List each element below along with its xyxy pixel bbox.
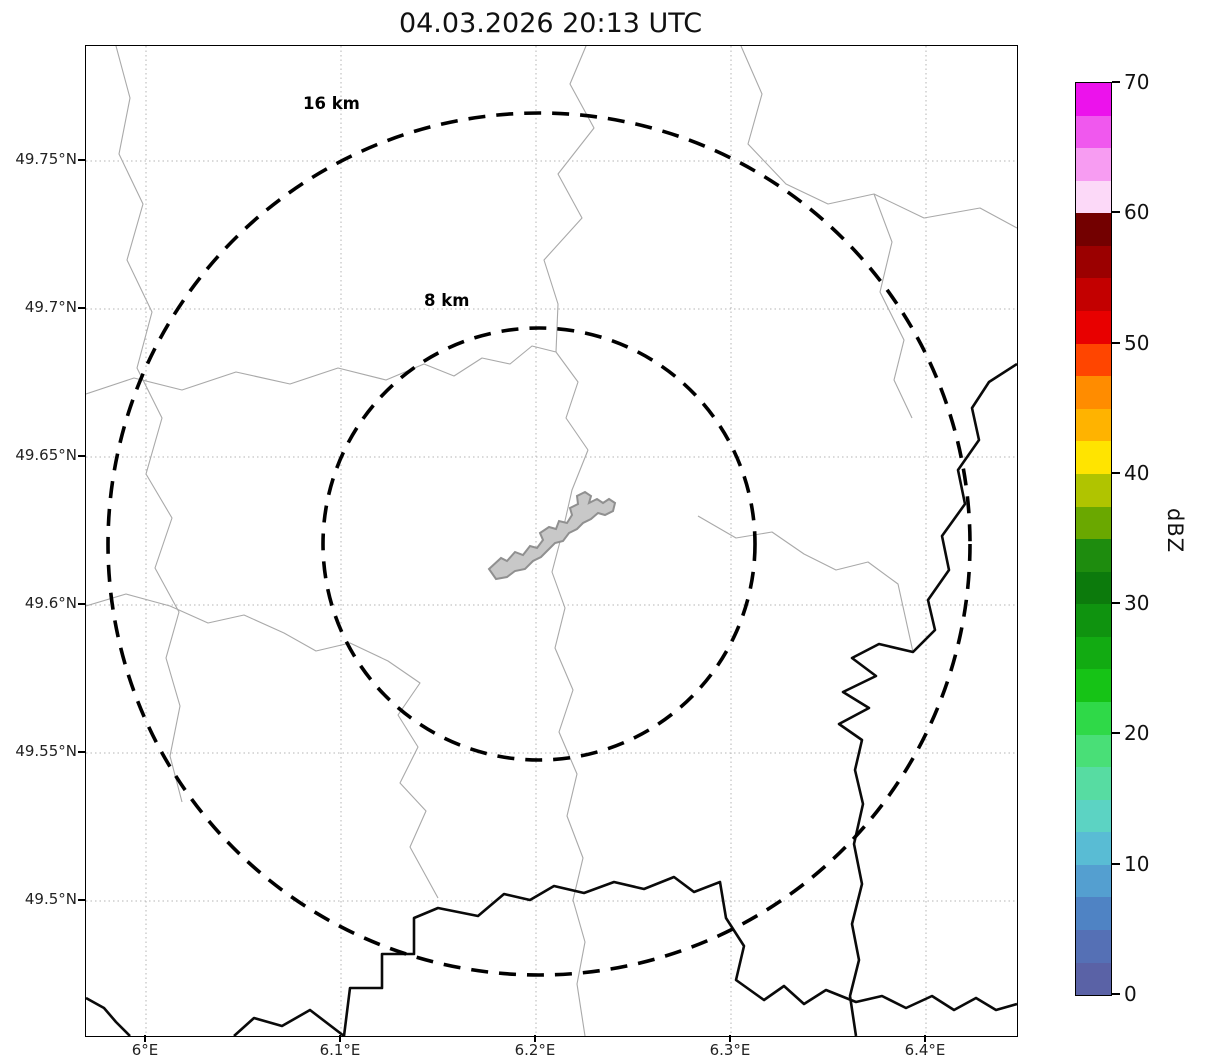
colorbar-segment <box>1076 864 1111 898</box>
lat-tick-mark <box>78 307 85 309</box>
lon-tick-mark <box>924 1035 926 1042</box>
colorbar-segment <box>1076 962 1111 996</box>
colorbar-segment <box>1076 408 1111 442</box>
colorbar-segment <box>1076 180 1111 214</box>
colorbar-axis-label: dBZ <box>1163 508 1187 554</box>
colorbar-segment <box>1076 832 1111 865</box>
lat-tick-mark <box>78 455 85 457</box>
lon-tick-label: 6.2°E <box>514 1041 556 1059</box>
lat-tick-label: 49.55°N <box>15 742 77 760</box>
colorbar-tick-label: 50 <box>1124 331 1150 355</box>
lon-tick-label: 6.1°E <box>319 1041 361 1059</box>
colorbar-tick-mark <box>1112 602 1120 604</box>
lat-tick-label: 49.6°N <box>24 594 77 612</box>
colorbar-segment <box>1076 473 1111 507</box>
map-plot <box>85 45 1018 1037</box>
minor-boundary-lines <box>86 46 1017 1036</box>
lon-tick-mark <box>339 1035 341 1042</box>
city-outline-polygon <box>487 490 617 581</box>
lat-tick-mark <box>78 751 85 753</box>
colorbar-tick-mark <box>1112 211 1120 213</box>
colorbar-tick-mark <box>1112 863 1120 865</box>
lon-tick-label: 6.3°E <box>709 1041 751 1059</box>
colorbar-segment <box>1076 245 1111 279</box>
colorbar-tick-label: 60 <box>1124 200 1150 224</box>
range-rings <box>106 111 972 977</box>
colorbar-segments <box>1076 83 1111 996</box>
colorbar-segment <box>1076 115 1111 149</box>
colorbar-segment <box>1076 83 1111 116</box>
colorbar-segment <box>1076 343 1111 377</box>
colorbar-tick-label: 40 <box>1124 461 1150 485</box>
colorbar-segment <box>1076 376 1111 409</box>
lon-tick-label: 6°E <box>131 1041 159 1059</box>
colorbar-segment <box>1076 539 1111 572</box>
colorbar-segment <box>1076 669 1111 702</box>
colorbar-segment <box>1076 441 1111 474</box>
major-border-lines <box>86 362 1017 1036</box>
lon-tick-mark <box>144 1035 146 1042</box>
colorbar-tick-mark <box>1112 81 1120 83</box>
colorbar-segment <box>1076 604 1111 637</box>
range-ring-8km <box>321 326 757 762</box>
colorbar-segment <box>1076 278 1111 312</box>
lat-tick-mark <box>78 603 85 605</box>
colorbar-segment <box>1076 311 1111 344</box>
colorbar-segment <box>1076 506 1111 540</box>
range-ring-16km <box>106 111 972 977</box>
colorbar-tick-mark <box>1112 342 1120 344</box>
colorbar-tick-label: 0 <box>1124 982 1137 1006</box>
lat-tick-mark <box>78 899 85 901</box>
colorbar-segment <box>1076 767 1111 800</box>
colorbar-tick-mark <box>1112 472 1120 474</box>
colorbar-tick-mark <box>1112 732 1120 734</box>
lon-tick-mark <box>729 1035 731 1042</box>
plot-title: 04.03.2026 20:13 UTC <box>398 8 703 39</box>
ring-label-8km: 8 km <box>424 291 470 310</box>
colorbar-segment <box>1076 734 1111 768</box>
colorbar-tick-label: 20 <box>1124 721 1150 745</box>
colorbar-segment <box>1076 799 1111 833</box>
colorbar-segment <box>1076 930 1111 963</box>
colorbar-segment <box>1076 148 1111 181</box>
colorbar-segment <box>1076 701 1111 735</box>
lat-tick-label: 49.7°N <box>24 298 77 316</box>
colorbar-tick-label: 10 <box>1124 852 1150 876</box>
ring-label-16km: 16 km <box>303 94 360 113</box>
colorbar-segment <box>1076 636 1111 670</box>
lon-tick-mark <box>534 1035 536 1042</box>
colorbar-tick-label: 70 <box>1124 70 1150 94</box>
colorbar-tick-label: 30 <box>1124 591 1150 615</box>
colorbar-segment <box>1076 897 1111 931</box>
colorbar-tick-mark <box>1112 993 1120 995</box>
map-canvas <box>86 46 1017 1036</box>
lat-tick-label: 49.5°N <box>24 890 77 908</box>
lat-tick-mark <box>78 159 85 161</box>
grid-lines <box>86 46 1017 1036</box>
colorbar-segment <box>1076 213 1111 246</box>
lat-tick-label: 49.65°N <box>15 446 77 464</box>
colorbar-segment <box>1076 571 1111 605</box>
colorbar <box>1075 82 1112 996</box>
lat-tick-label: 49.75°N <box>15 150 77 168</box>
lon-tick-label: 6.4°E <box>904 1041 946 1059</box>
